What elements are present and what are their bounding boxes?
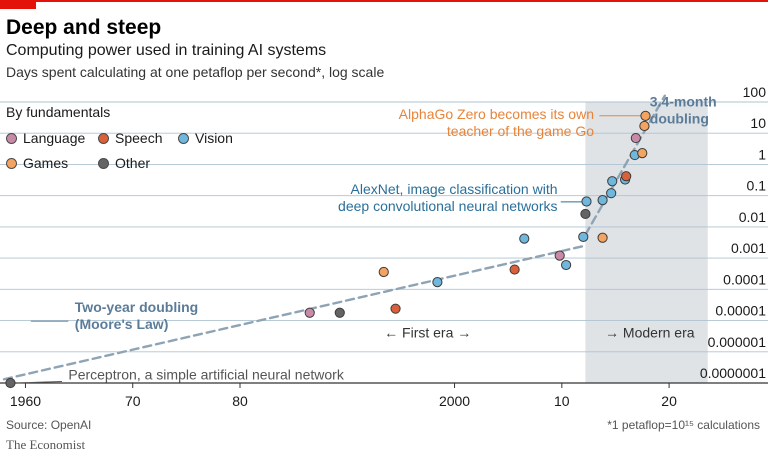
trend-line — [584, 94, 666, 236]
data-point-speech — [509, 264, 520, 275]
legend-label-other: Other — [115, 155, 151, 171]
annotation-line: deep convolutional neural networks — [338, 198, 557, 214]
data-point-vision — [607, 176, 618, 187]
legend-item-games: Games — [6, 155, 68, 171]
source-note: Source: OpenAI — [6, 418, 92, 432]
y-tick-label: 10 — [750, 115, 766, 131]
x-tick-label: 70 — [125, 393, 141, 409]
data-point-vision — [561, 259, 572, 271]
era-label: → Modern era — [605, 325, 695, 341]
data-point-vision — [519, 233, 530, 244]
legend-swatch-vision — [178, 132, 189, 144]
annotation-line: Two-year doubling — [75, 299, 198, 315]
y-tick-label: 0.1 — [747, 178, 767, 194]
legend-swatch-speech — [98, 132, 109, 144]
footnote: *1 petaflop=10¹⁵ calculations — [607, 418, 760, 432]
annotation-line: AlphaGo Zero becomes its own — [399, 106, 594, 122]
annotation-line: doubling — [650, 111, 709, 127]
era-label: ← First era → — [384, 325, 471, 341]
legend-swatch-other — [98, 157, 109, 169]
legend-item-language: Language — [6, 130, 85, 146]
legend-label-speech: Speech — [115, 130, 163, 146]
y-tick-label: 0.001 — [731, 240, 766, 256]
annotation-leader — [16, 380, 62, 384]
y-tick-label: 0.000001 — [708, 334, 767, 350]
legend-item-speech: Speech — [98, 130, 162, 146]
data-point-vision — [432, 277, 443, 288]
chart-note: Days spent calculating at one petaflop p… — [6, 64, 385, 80]
top-accent-bar — [0, 0, 768, 2]
data-point-language — [554, 250, 565, 261]
data-point-other — [334, 307, 345, 318]
y-tick-label: 1 — [758, 146, 766, 162]
data-point-speech — [390, 303, 401, 314]
annotation-text: AlphaGo Zero becomes its own teacher of t… — [399, 106, 595, 139]
annotation-line: (Moore's Law) — [75, 316, 169, 332]
legend-swatch-games — [6, 157, 17, 169]
data-point-vision — [581, 196, 592, 207]
data-point-language — [630, 132, 641, 144]
modern-era-band — [585, 102, 708, 383]
legend-label-games: Games — [23, 155, 69, 171]
data-point-games — [597, 232, 608, 243]
y-tick-label: 0.01 — [739, 209, 766, 225]
legend-swatch-language — [6, 132, 17, 144]
y-tick-label: 0.0000001 — [700, 365, 766, 381]
x-tick-label: 2000 — [439, 393, 470, 409]
y-tick-label: 0.0001 — [723, 271, 766, 287]
legend-label-vision: Vision — [195, 130, 233, 146]
annotation-text: Two-year doubling (Moore's Law) — [75, 299, 198, 332]
legend-label-language: Language — [23, 130, 86, 146]
data-point-vision — [606, 188, 617, 199]
x-tick-label: 10 — [554, 393, 570, 409]
annotation-line: AlexNet, image classification with — [351, 181, 558, 197]
annotation-text: AlexNet, image classification with deep c… — [338, 181, 557, 214]
x-tick-label: 20 — [661, 393, 677, 409]
annotation-text: 3.4-month doubling — [650, 94, 717, 127]
data-point-vision — [578, 231, 589, 242]
annotation-line: Perceptron, a simple artificial neural n… — [68, 366, 344, 382]
legend-item-vision: Vision — [178, 130, 233, 146]
data-point-games — [639, 120, 650, 132]
trend-line — [2, 244, 587, 381]
data-point-other — [5, 377, 16, 389]
brand-wordmark: The Economist — [6, 437, 86, 452]
annotation-line: teacher of the game Go — [447, 123, 594, 139]
data-point-games — [640, 110, 651, 121]
y-tick-label: 100 — [743, 84, 767, 100]
x-tick-label: 80 — [232, 393, 248, 409]
data-point-speech — [621, 171, 632, 182]
legend-title: By fundamentals — [6, 104, 111, 120]
top-accent-tab — [0, 0, 36, 9]
data-point-other — [580, 208, 591, 220]
x-tick-label: 1960 — [10, 393, 41, 409]
data-point-vision — [597, 195, 608, 206]
data-point-games — [637, 148, 648, 159]
y-tick-label: 0.00001 — [715, 303, 766, 319]
annotation-line: 3.4-month — [650, 94, 717, 110]
data-point-games — [378, 266, 389, 278]
data-point-language — [304, 307, 315, 318]
legend-item-other: Other — [98, 155, 150, 171]
annotation-text: Perceptron, a simple artificial neural n… — [68, 366, 344, 382]
chart-title: Deep and steep — [6, 16, 162, 39]
chart-subtitle: Computing power used in training AI syst… — [6, 42, 327, 59]
